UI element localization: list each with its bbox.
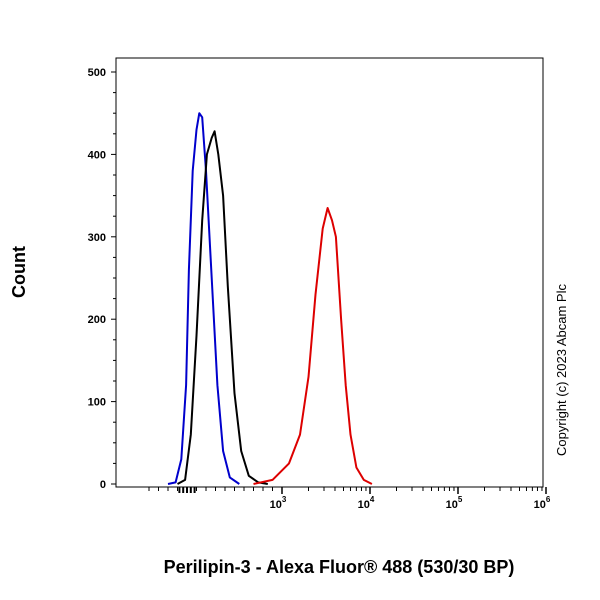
copyright-text: Copyright (c) 2023 Abcam Plc <box>554 284 569 456</box>
series-layer <box>167 112 373 485</box>
x-tick-label: 106 <box>534 495 551 511</box>
y-tick-label: 100 <box>88 397 106 409</box>
x-tick-base: 10 <box>534 499 546 511</box>
x-axis-ticks: 103 104 105 106 <box>148 487 551 511</box>
x-tick-exponent: 3 <box>282 495 287 504</box>
histogram-series-3 <box>253 207 373 485</box>
histogram-series-1 <box>167 112 240 485</box>
y-tick-label: 0 <box>100 479 106 491</box>
x-tick-exponent: 6 <box>546 495 551 504</box>
y-tick-label: 400 <box>88 149 106 161</box>
y-tick-label: 500 <box>88 67 106 79</box>
x-tick-base: 10 <box>446 499 458 511</box>
x-tick-label: 105 <box>446 495 463 511</box>
y-axis-title: Count <box>9 246 29 298</box>
x-tick-base: 10 <box>358 499 370 511</box>
y-axis-ticks: 0 100 200 300 400 500 <box>88 67 116 491</box>
plot-frame <box>115 57 544 488</box>
x-tick-exponent: 4 <box>370 495 375 504</box>
x-axis-title: Perilipin-3 - Alexa Fluor® 488 (530/30 B… <box>164 557 515 577</box>
y-tick-label: 300 <box>88 232 106 244</box>
histogram-series-2 <box>177 130 268 485</box>
x-tick-base: 10 <box>270 499 282 511</box>
y-tick-label: 200 <box>88 314 106 326</box>
x-tick-label: 104 <box>358 495 375 511</box>
x-tick-label: 103 <box>270 495 287 511</box>
x-tick-exponent: 5 <box>458 495 463 504</box>
